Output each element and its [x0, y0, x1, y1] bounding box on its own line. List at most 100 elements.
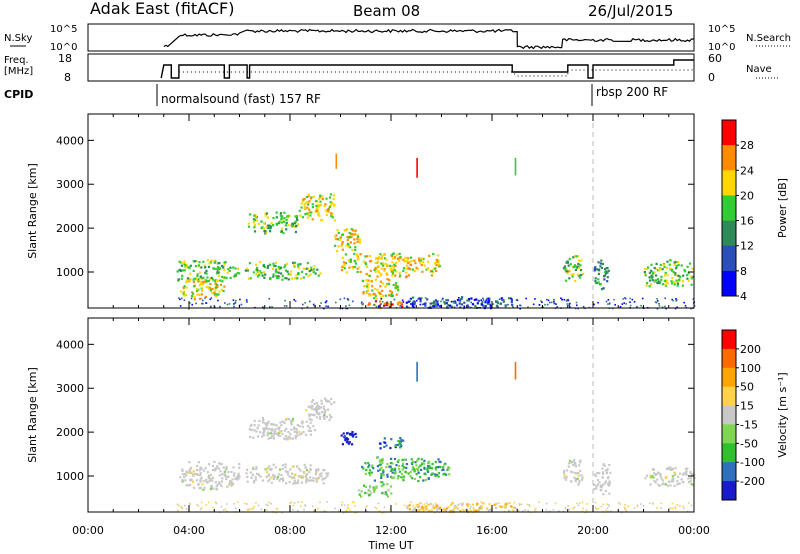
data-cell [195, 260, 198, 263]
data-cell [444, 302, 447, 305]
data-cell [407, 274, 410, 277]
data-cell [427, 267, 430, 270]
data-cell [293, 426, 296, 429]
data-cell [408, 268, 412, 271]
data-cell [435, 473, 438, 477]
data-cell [300, 277, 303, 280]
colorbar-swatch [722, 443, 736, 463]
data-cell [316, 404, 319, 407]
data-cell [307, 195, 310, 198]
data-cell [410, 256, 413, 259]
data-cell [262, 428, 266, 432]
data-cell [433, 305, 436, 308]
data-cell [431, 506, 434, 509]
colorbar-tick-label: 200 [740, 343, 761, 356]
data-cell [309, 421, 312, 424]
data-cell [371, 289, 374, 292]
data-cell [604, 480, 607, 483]
data-cell [201, 283, 204, 286]
data-cell [209, 306, 212, 308]
data-cell [176, 270, 179, 273]
data-cell [673, 471, 676, 474]
data-cell [180, 290, 183, 293]
data-cell [285, 305, 288, 307]
data-cell [565, 300, 568, 302]
data-cell [385, 303, 388, 306]
data-cell [296, 465, 299, 468]
data-cell [441, 298, 444, 301]
data-cell [379, 459, 382, 462]
data-cell [629, 301, 631, 303]
data-cell [252, 436, 255, 439]
data-cell [389, 465, 392, 468]
data-cell [318, 407, 321, 410]
data-cell [394, 467, 397, 470]
data-cell [412, 508, 415, 511]
data-cell [325, 213, 328, 217]
data-cell [279, 477, 282, 480]
data-cell [436, 510, 438, 512]
data-cell [285, 228, 288, 231]
data-cell [192, 292, 195, 295]
data-cell [297, 223, 300, 226]
data-cell [684, 467, 687, 470]
data-cell [659, 280, 662, 283]
data-cell [446, 468, 449, 471]
data-cell [462, 503, 464, 506]
colorbar-swatch [722, 245, 736, 272]
data-cell [347, 507, 349, 510]
data-cell [690, 482, 693, 485]
data-cell [654, 481, 658, 484]
data-cell [310, 211, 313, 214]
data-cell [321, 198, 324, 201]
data-cell [435, 264, 438, 267]
data-cell [625, 303, 627, 305]
data-cell [276, 507, 279, 510]
freq-label-line2: [MHz] [4, 66, 33, 77]
data-cell [341, 501, 343, 504]
data-cell [214, 282, 218, 285]
data-cell [238, 466, 241, 469]
data-cell [568, 508, 571, 511]
data-cell [230, 483, 233, 486]
data-cell [291, 472, 294, 475]
data-cell [272, 463, 275, 466]
data-cell [607, 303, 609, 305]
data-cell [310, 400, 313, 403]
data-cell [376, 465, 379, 468]
data-cell [683, 268, 686, 272]
data-cell [578, 481, 581, 484]
data-cell [402, 475, 405, 478]
data-cell [408, 508, 411, 511]
data-cell [291, 222, 294, 225]
data-cell [550, 301, 553, 304]
data-cell [662, 264, 665, 267]
data-cell [188, 267, 191, 270]
data-cell [276, 477, 279, 480]
data-cell [283, 217, 286, 220]
data-cell [385, 493, 388, 496]
data-cell [607, 299, 610, 301]
data-cell [233, 305, 235, 308]
data-cell [460, 303, 463, 306]
data-cell [332, 197, 335, 201]
data-cell [283, 266, 286, 269]
data-cell [324, 301, 327, 304]
data-cell [298, 209, 301, 212]
data-cell [564, 507, 567, 510]
data-cell [257, 504, 260, 507]
data-cell [604, 469, 608, 472]
data-cell [383, 269, 386, 272]
data-cell [294, 300, 297, 302]
data-cell [443, 472, 446, 475]
data-cell [364, 261, 367, 264]
data-cell [317, 405, 320, 408]
data-cell [325, 415, 328, 418]
data-cell [382, 264, 385, 267]
data-cell [353, 265, 356, 269]
data-cell [251, 473, 254, 476]
data-cell [333, 401, 336, 404]
data-cell [257, 424, 260, 427]
data-cell [346, 298, 349, 300]
